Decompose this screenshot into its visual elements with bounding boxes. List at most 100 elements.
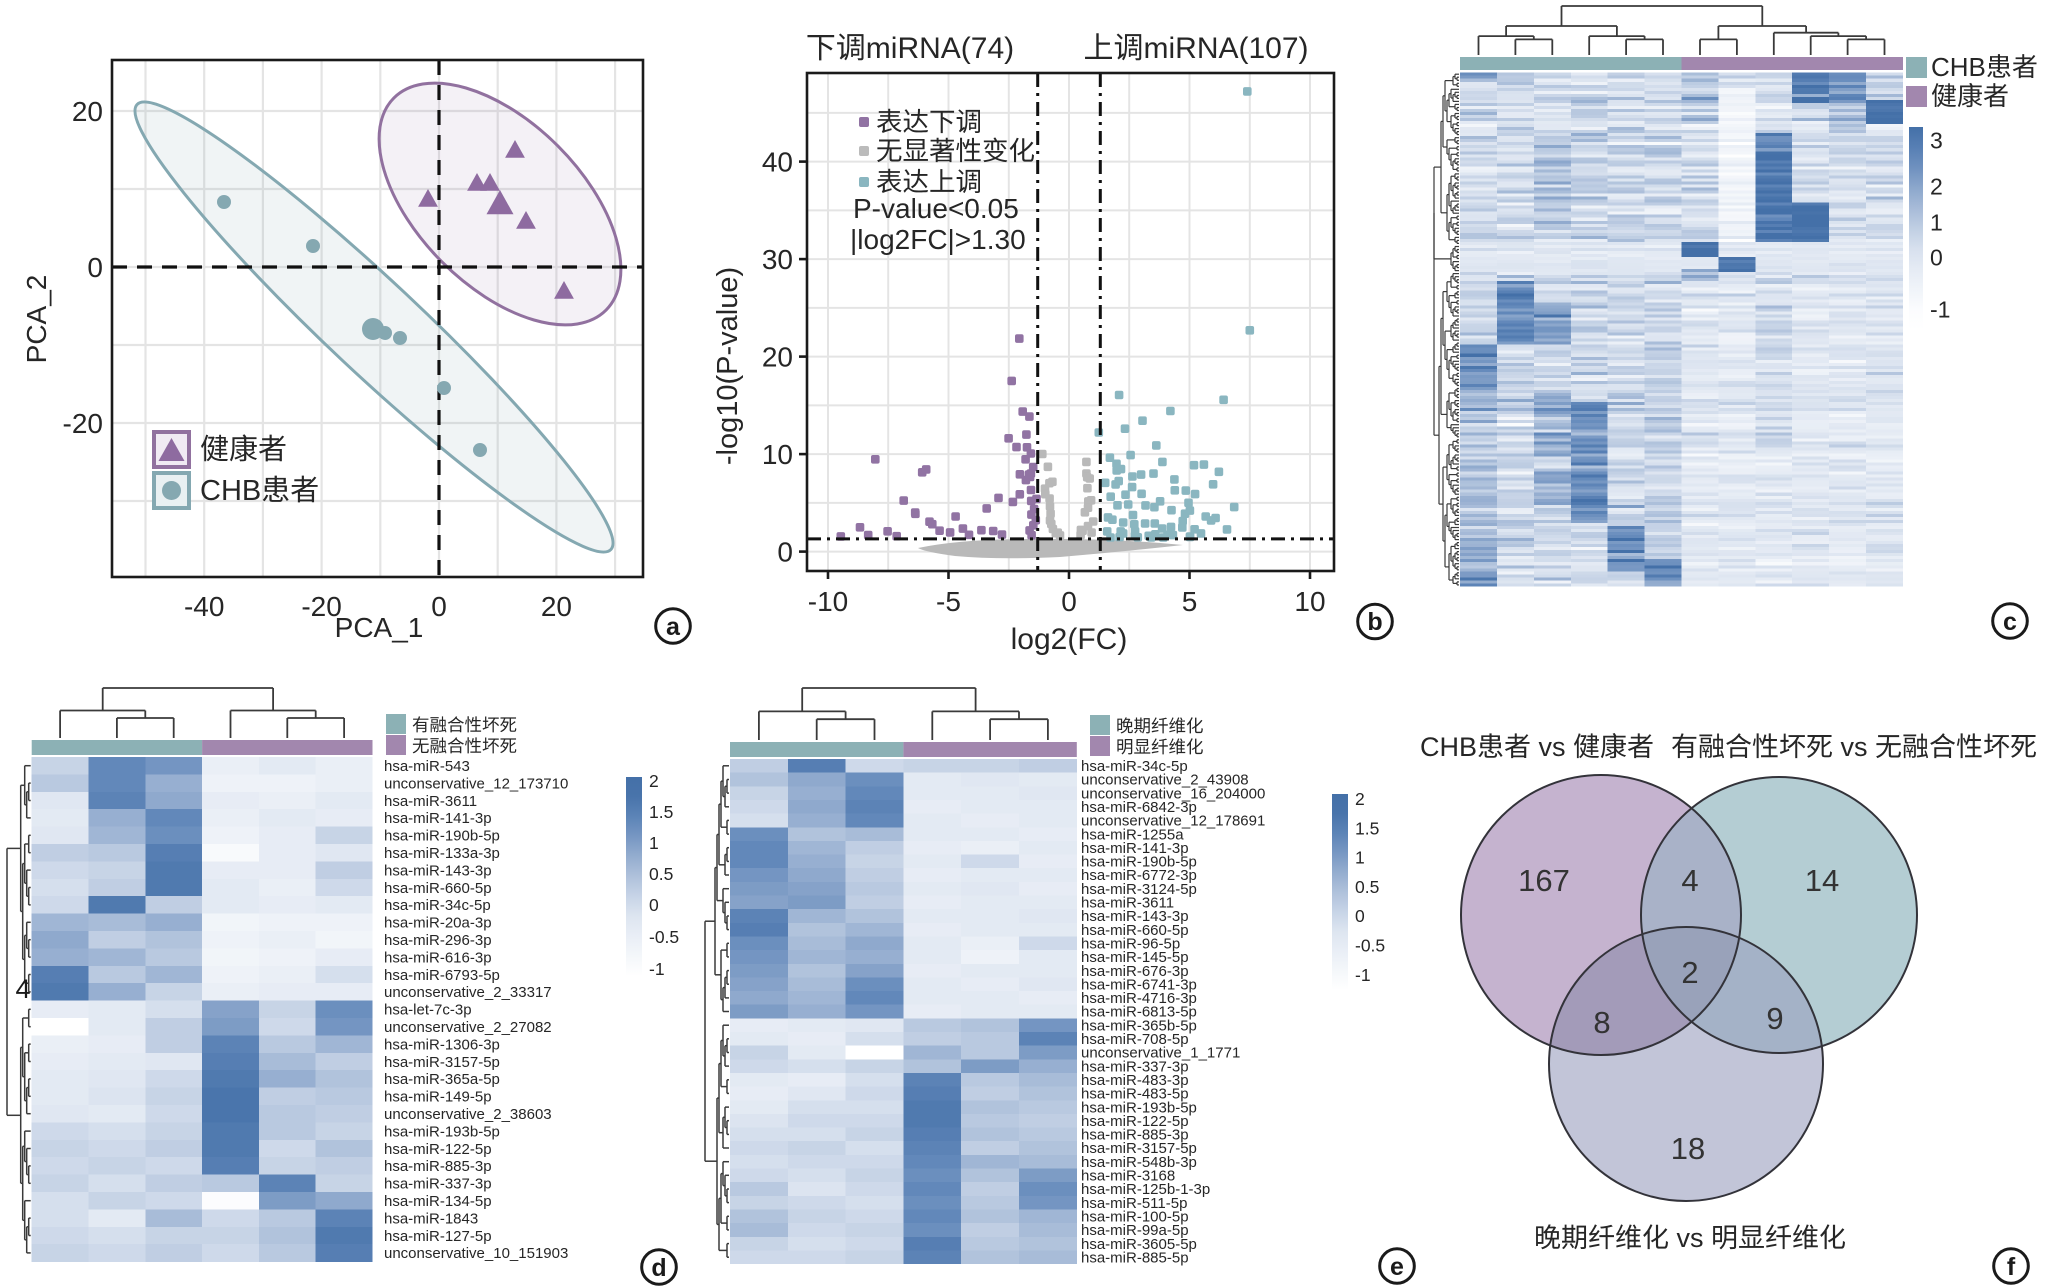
svg-text:18: 18 [1671, 1131, 1705, 1166]
svg-text:hsa-miR-100-5p: hsa-miR-100-5p [1081, 1209, 1189, 1226]
svg-text:hsa-miR-708-5p: hsa-miR-708-5p [1081, 1031, 1189, 1048]
svg-text:hsa-miR-193b-5p: hsa-miR-193b-5p [1081, 1099, 1197, 1116]
svg-text:CHB: CHB [1420, 732, 1477, 762]
svg-text:PCA_2: PCA_2 [21, 275, 52, 364]
svg-text:2: 2 [1930, 173, 1943, 199]
svg-text:CHB: CHB [200, 475, 261, 507]
svg-text:hsa-miR-99a-5p: hsa-miR-99a-5p [1081, 1222, 1189, 1239]
svg-text:d: d [651, 1254, 666, 1282]
svg-text:hsa-miR-3605-5p: hsa-miR-3605-5p [1081, 1236, 1197, 1253]
svg-text:hsa-miR-365b-5p: hsa-miR-365b-5p [1081, 1017, 1197, 1034]
svg-text:4: 4 [1681, 863, 1698, 898]
svg-text:0: 0 [87, 252, 103, 283]
svg-text:unconservative_2_33317: unconservative_2_33317 [384, 984, 552, 1001]
svg-text:hsa-miR-6741-3p: hsa-miR-6741-3p [1081, 976, 1197, 993]
svg-text:c: c [2003, 608, 2017, 636]
svg-text:hsa-miR-885-5p: hsa-miR-885-5p [1081, 1249, 1189, 1266]
svg-text:PCA_1: PCA_1 [335, 612, 424, 643]
svg-text:hsa-miR-3168: hsa-miR-3168 [1081, 1168, 1175, 1185]
svg-text:hsa-miR-145-5p: hsa-miR-145-5p [1081, 949, 1189, 966]
svg-text:hsa-miR-4716-3p: hsa-miR-4716-3p [1081, 990, 1197, 1007]
svg-text:0: 0 [1061, 586, 1077, 617]
svg-text:unconservative_2_38603: unconservative_2_38603 [384, 1106, 552, 1123]
svg-text:0.5: 0.5 [1355, 877, 1379, 897]
svg-text:miRNA(107): miRNA(107) [1144, 32, 1309, 65]
svg-text:30: 30 [762, 244, 793, 275]
svg-text:hsa-miR-143-3p: hsa-miR-143-3p [1081, 908, 1189, 925]
svg-text:-1: -1 [1930, 296, 1950, 322]
svg-text:hsa-miR-296-3p: hsa-miR-296-3p [384, 932, 492, 949]
svg-text:P-value<0.05: P-value<0.05 [853, 193, 1019, 224]
svg-text:hsa-miR-34c-5p: hsa-miR-34c-5p [1081, 758, 1188, 775]
svg-text:20: 20 [541, 591, 572, 622]
svg-text:hsa-miR-127-5p: hsa-miR-127-5p [384, 1228, 492, 1245]
svg-text:hsa-miR-134-5p: hsa-miR-134-5p [384, 1193, 492, 1210]
svg-text:hsa-miR-3157-5p: hsa-miR-3157-5p [384, 1054, 500, 1071]
svg-text:b: b [1367, 608, 1382, 636]
svg-text:8: 8 [1593, 1005, 1610, 1040]
svg-text:2: 2 [1681, 955, 1698, 990]
svg-text:hsa-miR-6842-3p: hsa-miR-6842-3p [1081, 799, 1197, 816]
svg-text:hsa-miR-6793-5p: hsa-miR-6793-5p [384, 967, 500, 984]
svg-text:9: 9 [1766, 1001, 1783, 1036]
svg-text:1: 1 [1930, 210, 1943, 236]
svg-text:hsa-miR-125b-1-3p: hsa-miR-125b-1-3p [1081, 1181, 1210, 1198]
svg-text:hsa-miR-511-5p: hsa-miR-511-5p [1081, 1195, 1187, 1212]
svg-text:0: 0 [777, 537, 793, 568]
svg-text:-0.5: -0.5 [1355, 936, 1385, 956]
svg-text:hsa-miR-483-5p: hsa-miR-483-5p [1081, 1086, 1189, 1103]
svg-text:1.5: 1.5 [649, 802, 673, 822]
svg-text:hsa-miR-365a-5p: hsa-miR-365a-5p [384, 1071, 500, 1088]
svg-text:167: 167 [1518, 863, 1570, 898]
svg-text:0.5: 0.5 [649, 864, 673, 884]
svg-text:3: 3 [1930, 128, 1943, 154]
svg-text:hsa-miR-337-3p: hsa-miR-337-3p [384, 1176, 492, 1193]
svg-text:hsa-miR-3611: hsa-miR-3611 [1081, 895, 1174, 912]
svg-text:hsa-miR-34c-5p: hsa-miR-34c-5p [384, 897, 491, 914]
svg-text:10: 10 [762, 439, 793, 470]
svg-text:2: 2 [1355, 789, 1365, 809]
svg-text:hsa-miR-616-3p: hsa-miR-616-3p [384, 949, 492, 966]
svg-text:20: 20 [762, 342, 793, 373]
svg-text:-20: -20 [301, 591, 341, 622]
svg-text:0: 0 [649, 895, 659, 915]
svg-text:1: 1 [1355, 848, 1365, 868]
svg-text:hsa-miR-190b-5p: hsa-miR-190b-5p [384, 828, 500, 845]
svg-text:unconservative_2_43908: unconservative_2_43908 [1081, 772, 1249, 789]
svg-text:hsa-miR-122-5p: hsa-miR-122-5p [384, 1141, 492, 1158]
svg-text:hsa-miR-548b-3p: hsa-miR-548b-3p [1081, 1154, 1197, 1171]
svg-text:hsa-miR-483-3p: hsa-miR-483-3p [1081, 1072, 1189, 1089]
svg-text:hsa-miR-6813-5p: hsa-miR-6813-5p [1081, 1004, 1197, 1021]
svg-text:hsa-miR-885-3p: hsa-miR-885-3p [1081, 1127, 1189, 1144]
svg-text:CHB: CHB [1931, 52, 1986, 82]
svg-text:hsa-miR-6772-3p: hsa-miR-6772-3p [1081, 867, 1197, 884]
svg-text:-10: -10 [808, 586, 848, 617]
svg-text:14: 14 [1805, 863, 1839, 898]
svg-text:hsa-miR-149-5p: hsa-miR-149-5p [384, 1089, 492, 1106]
svg-text:hsa-miR-20a-3p: hsa-miR-20a-3p [384, 915, 492, 932]
svg-text:hsa-miR-1255a: hsa-miR-1255a [1081, 826, 1184, 843]
svg-text:log2(FC): log2(FC) [1011, 623, 1128, 656]
svg-text:-0.5: -0.5 [649, 927, 679, 947]
svg-text:40: 40 [762, 147, 793, 178]
svg-text:hsa-miR-193b-5p: hsa-miR-193b-5p [384, 1123, 500, 1140]
svg-text:vs: vs [1539, 732, 1566, 762]
svg-text:1: 1 [649, 833, 659, 853]
svg-text:hsa-miR-660-5p: hsa-miR-660-5p [384, 880, 492, 897]
svg-text:20: 20 [72, 96, 103, 127]
svg-text:-1: -1 [649, 959, 665, 979]
svg-text:0: 0 [431, 591, 447, 622]
svg-text:-40: -40 [184, 591, 224, 622]
svg-text:4: 4 [16, 974, 31, 1004]
svg-text:hsa-miR-141-3p: hsa-miR-141-3p [1081, 840, 1189, 857]
svg-text:unconservative_1_1771: unconservative_1_1771 [1081, 1045, 1240, 1062]
svg-text:hsa-miR-96-5p: hsa-miR-96-5p [1081, 936, 1180, 953]
svg-text:hsa-miR-543: hsa-miR-543 [384, 758, 470, 775]
svg-text:a: a [666, 613, 681, 641]
svg-text:hsa-let-7c-3p: hsa-let-7c-3p [384, 1002, 472, 1019]
svg-text:vs: vs [1841, 732, 1868, 762]
svg-text:hsa-miR-660-5p: hsa-miR-660-5p [1081, 922, 1189, 939]
svg-text:hsa-miR-3611: hsa-miR-3611 [384, 793, 477, 810]
svg-text:-20: -20 [63, 408, 103, 439]
svg-text:0: 0 [1355, 906, 1365, 926]
